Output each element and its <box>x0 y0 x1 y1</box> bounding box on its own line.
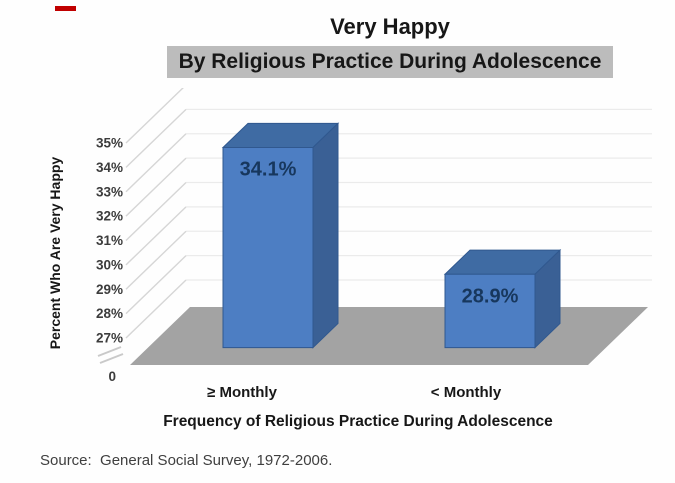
bar-side-face <box>312 122 339 349</box>
y-tick-label: 35% <box>96 136 123 151</box>
y-tick-label: 30% <box>96 257 123 272</box>
y-tick-label: 31% <box>96 233 123 248</box>
gridline-side <box>125 181 187 242</box>
axis-break-icon <box>97 346 122 357</box>
x-category-label: < Monthly <box>431 384 502 401</box>
gridline-side <box>125 88 184 144</box>
gridline-side <box>125 133 187 193</box>
axis-break-icon <box>99 353 124 364</box>
bar-chart-3d: 34.1% 28.9% 35% 34% 33% 32% 31% 30% 29% 28% 27% 0 ≥ … <box>47 88 652 430</box>
bar-front-face <box>222 147 314 349</box>
y-tick-label: 29% <box>96 282 123 297</box>
bar-front-face <box>444 273 536 349</box>
bar-value-label: 34.1% <box>240 159 297 181</box>
y-axis-title: Percent Who Are Very Happy <box>47 157 63 350</box>
gridline-side <box>125 108 187 168</box>
x-axis-title: Frequency of Religious Practice During A… <box>163 413 553 430</box>
title-block: Very Happy By Religious Practice During … <box>105 12 675 78</box>
chart-title: Very Happy <box>330 14 450 39</box>
y-tick-label: 27% <box>96 331 123 346</box>
bar-value-label: 28.9% <box>462 285 519 307</box>
gridline-side <box>125 230 187 290</box>
gridline-side <box>125 255 187 315</box>
gridline-side <box>125 206 187 266</box>
chart-floor <box>130 307 648 365</box>
x-category-label: ≥ Monthly <box>207 384 278 401</box>
y-zero-label: 0 <box>108 369 116 384</box>
gridline-side <box>125 279 187 339</box>
y-tick-label: 32% <box>96 209 123 224</box>
y-tick-label: 28% <box>96 306 123 321</box>
gridline-side <box>125 157 187 217</box>
red-progress-mark <box>55 6 76 11</box>
source-note: Source: General Social Survey, 1972-2006… <box>40 452 333 469</box>
y-tick-label: 34% <box>96 160 123 175</box>
chart-subtitle: By Religious Practice During Adolescence <box>166 46 614 78</box>
y-tick-label: 33% <box>96 184 123 199</box>
